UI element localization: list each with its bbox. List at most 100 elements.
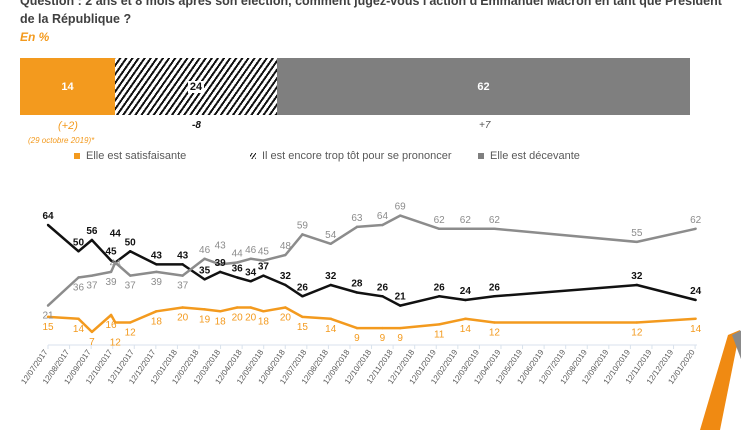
data-label: 50 (73, 237, 85, 248)
data-label: 35 (199, 265, 211, 276)
data-label: 36 (232, 264, 244, 275)
data-label: 48 (280, 241, 292, 252)
data-label: 18 (151, 316, 163, 327)
data-label: 14 (460, 324, 472, 335)
delta-trop-tot: -8 (192, 120, 201, 131)
data-point (203, 257, 206, 260)
data-label: 44 (232, 249, 244, 260)
data-point (155, 270, 158, 274)
series-line (47, 214, 696, 307)
data-label: 12 (110, 338, 122, 349)
data-label: 18 (215, 316, 227, 327)
data-point (301, 315, 304, 319)
legend-item-satisfaisante: Elle est satisfaisante (74, 150, 186, 162)
data-point (155, 310, 158, 313)
data-label: 24 (690, 286, 702, 297)
data-point (329, 283, 332, 287)
data-point (235, 306, 239, 309)
data-point (635, 283, 639, 287)
data-label: 55 (631, 228, 643, 239)
data-label: 62 (460, 215, 472, 226)
data-label: 15 (297, 322, 309, 333)
data-point (128, 274, 132, 277)
data-point (493, 227, 496, 230)
data-label: 24 (460, 286, 472, 297)
data-point (301, 295, 304, 298)
data-label: 28 (351, 279, 363, 290)
data-label: 43 (177, 250, 189, 261)
data-point (301, 233, 304, 236)
series-line (47, 224, 697, 307)
data-point (635, 240, 639, 244)
bar-value: 62 (477, 80, 490, 93)
data-point (109, 270, 113, 274)
series-line (47, 306, 696, 334)
bar-trop-tot: 24 (115, 58, 277, 115)
data-label: 11 (434, 329, 445, 340)
data-label: 43 (151, 250, 163, 261)
legend-item-decevante: Elle est décevante (478, 150, 580, 162)
data-label: 36 (73, 283, 85, 294)
legend-swatch (478, 153, 484, 159)
brand-logo (700, 330, 741, 430)
data-label: 9 (354, 333, 360, 344)
unit-label: En % (20, 30, 50, 44)
data-label: 39 (151, 277, 163, 288)
data-point (181, 263, 184, 266)
data-point (114, 261, 117, 264)
data-point (77, 276, 80, 279)
data-point (77, 317, 80, 320)
data-point (329, 317, 332, 320)
data-point (249, 280, 252, 283)
data-label: 26 (434, 282, 446, 293)
data-point (249, 257, 252, 260)
data-label: 19 (199, 314, 211, 325)
data-point (235, 276, 239, 279)
bar-decevante: 62 (277, 58, 690, 115)
data-label: 45 (258, 247, 270, 258)
bar-value: 14 (61, 80, 74, 93)
data-label: 46 (245, 245, 257, 256)
legend-swatch (250, 153, 256, 159)
data-point (46, 223, 50, 227)
data-point (464, 298, 467, 302)
data-point (635, 321, 639, 324)
data-label: 56 (86, 226, 98, 237)
data-label: 64 (42, 211, 54, 222)
data-label: 12 (125, 328, 137, 339)
data-label: 50 (125, 237, 137, 248)
data-label: 14 (690, 324, 702, 335)
data-label: 62 (434, 215, 446, 226)
data-point (90, 238, 94, 242)
data-label: 14 (73, 324, 85, 335)
data-label: 39 (106, 277, 118, 288)
data-label: 26 (489, 282, 501, 293)
data-label: 20 (232, 313, 244, 324)
data-point (398, 326, 402, 330)
data-point (90, 274, 94, 277)
data-point (249, 306, 252, 309)
data-label: 59 (297, 220, 309, 231)
data-point (181, 306, 184, 309)
data-label: 69 (395, 202, 407, 213)
data-point (355, 225, 359, 229)
data-point (218, 263, 222, 266)
data-point (90, 330, 94, 334)
data-label: 43 (215, 240, 227, 251)
data-point (109, 259, 113, 262)
data-point (398, 214, 402, 217)
data-point (203, 308, 206, 311)
data-label: 20 (280, 313, 292, 324)
data-point (77, 250, 80, 253)
data-point (493, 321, 496, 324)
data-label: 45 (106, 247, 118, 258)
data-point (464, 227, 467, 230)
data-point (381, 223, 384, 227)
data-label: 9 (380, 333, 386, 344)
data-label: 37 (125, 281, 137, 292)
data-label: 20 (245, 313, 257, 324)
data-label: 26 (377, 282, 389, 293)
data-point (493, 295, 496, 298)
data-point (284, 306, 287, 309)
delta-decevante: +7 (479, 120, 491, 131)
